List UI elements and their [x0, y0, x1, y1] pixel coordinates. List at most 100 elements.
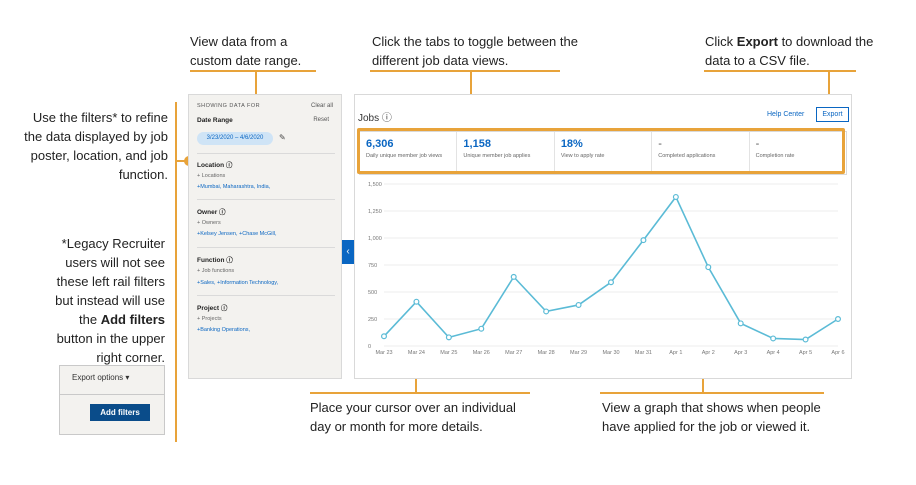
add-filters-button[interactable]: Add filters	[90, 404, 150, 421]
add-projects-link[interactable]: + Projects	[197, 316, 222, 322]
legacy-recruiter-inset: Export options ▾ Add filters	[59, 365, 165, 435]
data-point[interactable]	[413, 298, 420, 305]
callout-export-line-v	[828, 71, 830, 101]
function-values[interactable]: +Sales, +Information Technology,	[197, 280, 279, 286]
x-tick-label: Mar 23	[375, 350, 392, 356]
data-point[interactable]	[575, 301, 582, 308]
callout-filters: Use the filters* to refine the data disp…	[24, 110, 168, 182]
divider	[197, 199, 335, 200]
tab-completion-rate[interactable]: - Completion rate	[750, 132, 846, 174]
x-tick-label: Mar 31	[635, 350, 652, 356]
owner-values[interactable]: +Kelsey Jensen, +Chase McGill,	[197, 231, 277, 237]
callout-cursor: Place your cursor over an individual day…	[310, 400, 516, 434]
data-point[interactable]	[543, 308, 550, 315]
job-views-chart[interactable]: 0 250 500 750 1,000 1,250 1,500 Mar 23 Mar 24 Mar…	[354, 176, 852, 376]
tab-value: -	[755, 138, 760, 150]
data-point[interactable]	[705, 264, 712, 271]
tab-label: Unique member job applies	[463, 153, 531, 159]
export-button[interactable]: Export	[816, 107, 849, 122]
callout-cursor-line-h	[310, 392, 530, 394]
owner-filter-title: Owner ⓘ	[197, 209, 226, 216]
x-tick-label: Apr 5	[799, 350, 812, 356]
tab-job-applies[interactable]: 1,158 Unique member job applies	[457, 132, 555, 174]
data-point[interactable]	[672, 193, 679, 200]
tab-value: -	[658, 138, 662, 150]
date-range-label: Date Range	[197, 117, 233, 124]
x-tick-label: Mar 25	[440, 350, 457, 356]
tab-label: View to apply rate	[560, 153, 605, 159]
callout-filters-line-h	[175, 160, 187, 162]
jobs-panel: Jobs ⓘ Help Center Export 6,306 Daily un…	[354, 94, 852, 379]
add-job-functions-link[interactable]: + Job functions	[197, 268, 235, 274]
x-tick-label: Mar 26	[473, 350, 490, 356]
tab-value: 1,158	[463, 138, 491, 150]
y-tick-label: 1,250	[368, 209, 382, 215]
callout-date-line	[190, 70, 316, 72]
y-tick-label: 500	[368, 290, 377, 296]
callout-legacy: *Legacy Recruiter users will not see the…	[55, 236, 165, 365]
tab-completed-applications[interactable]: - Completed applications	[652, 132, 750, 174]
data-point[interactable]	[835, 316, 842, 323]
tab-view-to-apply-rate[interactable]: 18% View to apply rate	[555, 132, 653, 174]
line-chart-svg[interactable]: 0 250 500 750 1,000 1,250 1,500 Mar 23 Mar 24 Mar…	[354, 176, 852, 376]
add-owners-link[interactable]: + Owners	[197, 220, 221, 226]
collapse-sidebar-button[interactable]: ‹	[342, 240, 354, 264]
callout-export-line	[704, 70, 856, 72]
data-point[interactable]	[445, 334, 452, 341]
callout-tabs-line	[370, 70, 560, 72]
divider	[197, 295, 335, 296]
reset-link[interactable]: Reset	[313, 117, 329, 123]
tabs-highlight-box	[357, 128, 845, 174]
y-tick-label: 1,000	[368, 236, 382, 242]
x-tick-label: Mar 30	[602, 350, 619, 356]
y-tick-label: 0	[368, 344, 371, 350]
location-filter-title: Location ⓘ	[197, 162, 233, 169]
data-point[interactable]	[381, 333, 388, 340]
x-tick-label: Apr 3	[734, 350, 747, 356]
function-filter-title: Function ⓘ	[197, 257, 233, 264]
showing-data-label: SHOWING DATA FOR	[197, 103, 261, 109]
divider	[60, 394, 164, 395]
x-tick-label: Mar 29	[570, 350, 587, 356]
data-point[interactable]	[510, 273, 517, 280]
tab-label: Completion rate	[755, 153, 795, 159]
data-point[interactable]	[737, 320, 744, 327]
export-options-dropdown[interactable]: Export options ▾	[72, 373, 130, 382]
x-tick-label: Apr 2	[702, 350, 715, 356]
data-point[interactable]	[608, 279, 615, 286]
y-tick-label: 250	[368, 317, 377, 323]
data-point[interactable]	[770, 335, 777, 342]
filter-sidebar: SHOWING DATA FOR Clear all Date Range Re…	[188, 94, 342, 379]
callout-tabs: Click the tabs to toggle between the dif…	[372, 34, 578, 68]
tab-label: Daily unique member job views	[366, 153, 443, 159]
x-tick-label: Mar 24	[408, 350, 425, 356]
add-locations-link[interactable]: + Locations	[197, 173, 226, 179]
data-point[interactable]	[802, 336, 809, 343]
location-values[interactable]: +Mumbai, Maharashtra, India,	[197, 184, 271, 190]
project-filter-title: Project ⓘ	[197, 305, 228, 312]
data-point[interactable]	[478, 325, 485, 332]
x-tick-label: Mar 28	[538, 350, 555, 356]
callout-graph-line-h	[600, 392, 824, 394]
tab-label: Completed applications	[658, 153, 716, 159]
date-range-pill[interactable]: 3/23/2020 – 4/6/2020	[197, 132, 273, 145]
callout-export: Click Export to download the data to a C…	[705, 34, 874, 68]
callout-filters-line-v	[175, 102, 177, 442]
y-tick-label: 1,500	[368, 182, 382, 188]
jobs-title: Jobs ⓘ	[358, 113, 392, 124]
x-tick-label: Apr 1	[669, 350, 682, 356]
data-point[interactable]	[640, 237, 647, 244]
clear-all-link[interactable]: Clear all	[310, 103, 333, 109]
divider	[197, 247, 335, 248]
help-center-link[interactable]: Help Center	[767, 111, 805, 118]
y-tick-label: 750	[368, 263, 377, 269]
pencil-icon[interactable]: ✎	[279, 133, 286, 142]
series-line	[383, 195, 839, 341]
project-values[interactable]: +Banking Operations,	[197, 327, 251, 333]
callout-date-range: View data from a custom date range.	[190, 34, 302, 68]
x-tick-label: Apr 6	[831, 350, 844, 356]
tab-value: 6,306	[366, 138, 394, 150]
tab-value: 18%	[560, 138, 583, 150]
divider	[197, 153, 335, 154]
x-tick-label: Apr 4	[767, 350, 780, 356]
